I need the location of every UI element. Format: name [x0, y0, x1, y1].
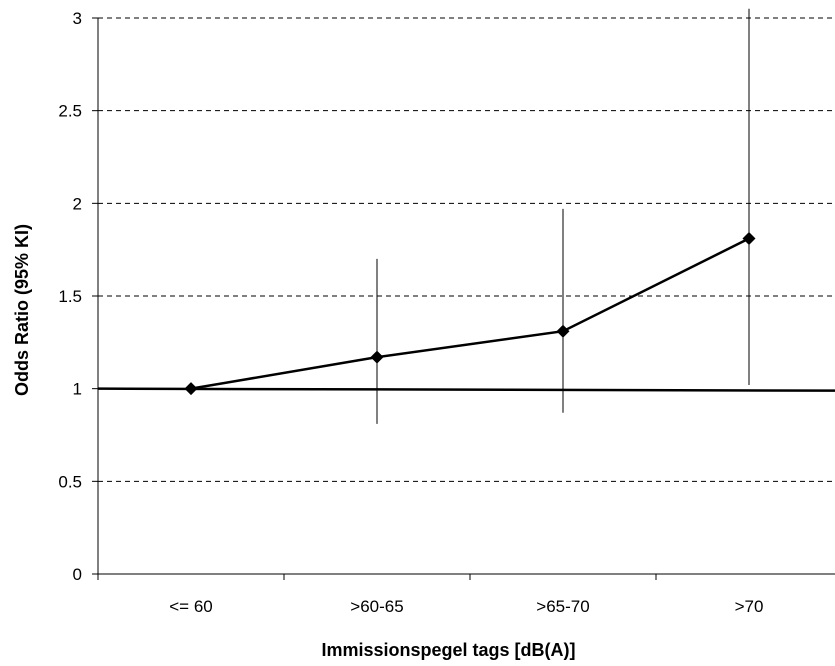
x-tick-labels: <= 60 >60-65 >65-70 >70 — [169, 597, 763, 616]
grid-lines — [98, 17, 835, 482]
x-tick-label: >70 — [735, 597, 764, 616]
error-bars — [376, 8, 750, 424]
y-tick-label: 3 — [73, 9, 82, 28]
y-tick-label: 1.5 — [58, 287, 82, 306]
data-point-marker — [742, 232, 756, 246]
y-tick-label: 2 — [73, 194, 82, 213]
x-tick-label: >60-65 — [350, 597, 403, 616]
y-tick-label: 0 — [73, 565, 82, 584]
y-tick-label: 1 — [73, 380, 82, 399]
y-tick-label: 0.5 — [58, 472, 82, 491]
data-point-marker — [556, 324, 570, 338]
series-line — [190, 237, 750, 390]
y-axis-title: Odds Ratio (95% KI) — [12, 224, 32, 396]
reference-line-layer — [97, 387, 835, 392]
y-tick-labels: 0 0.5 1 1.5 2 2.5 3 — [58, 9, 82, 584]
y-tick-label: 2.5 — [58, 102, 82, 121]
reference-line — [97, 387, 835, 392]
series-layer — [184, 232, 756, 396]
x-tick-label: <= 60 — [169, 597, 213, 616]
axes — [92, 17, 835, 580]
x-axis-title: Immissionspegel tags [dB(A)] — [321, 640, 575, 660]
data-point-marker — [370, 350, 384, 364]
data-point-marker — [184, 382, 198, 396]
x-tick-label: >65-70 — [536, 597, 589, 616]
